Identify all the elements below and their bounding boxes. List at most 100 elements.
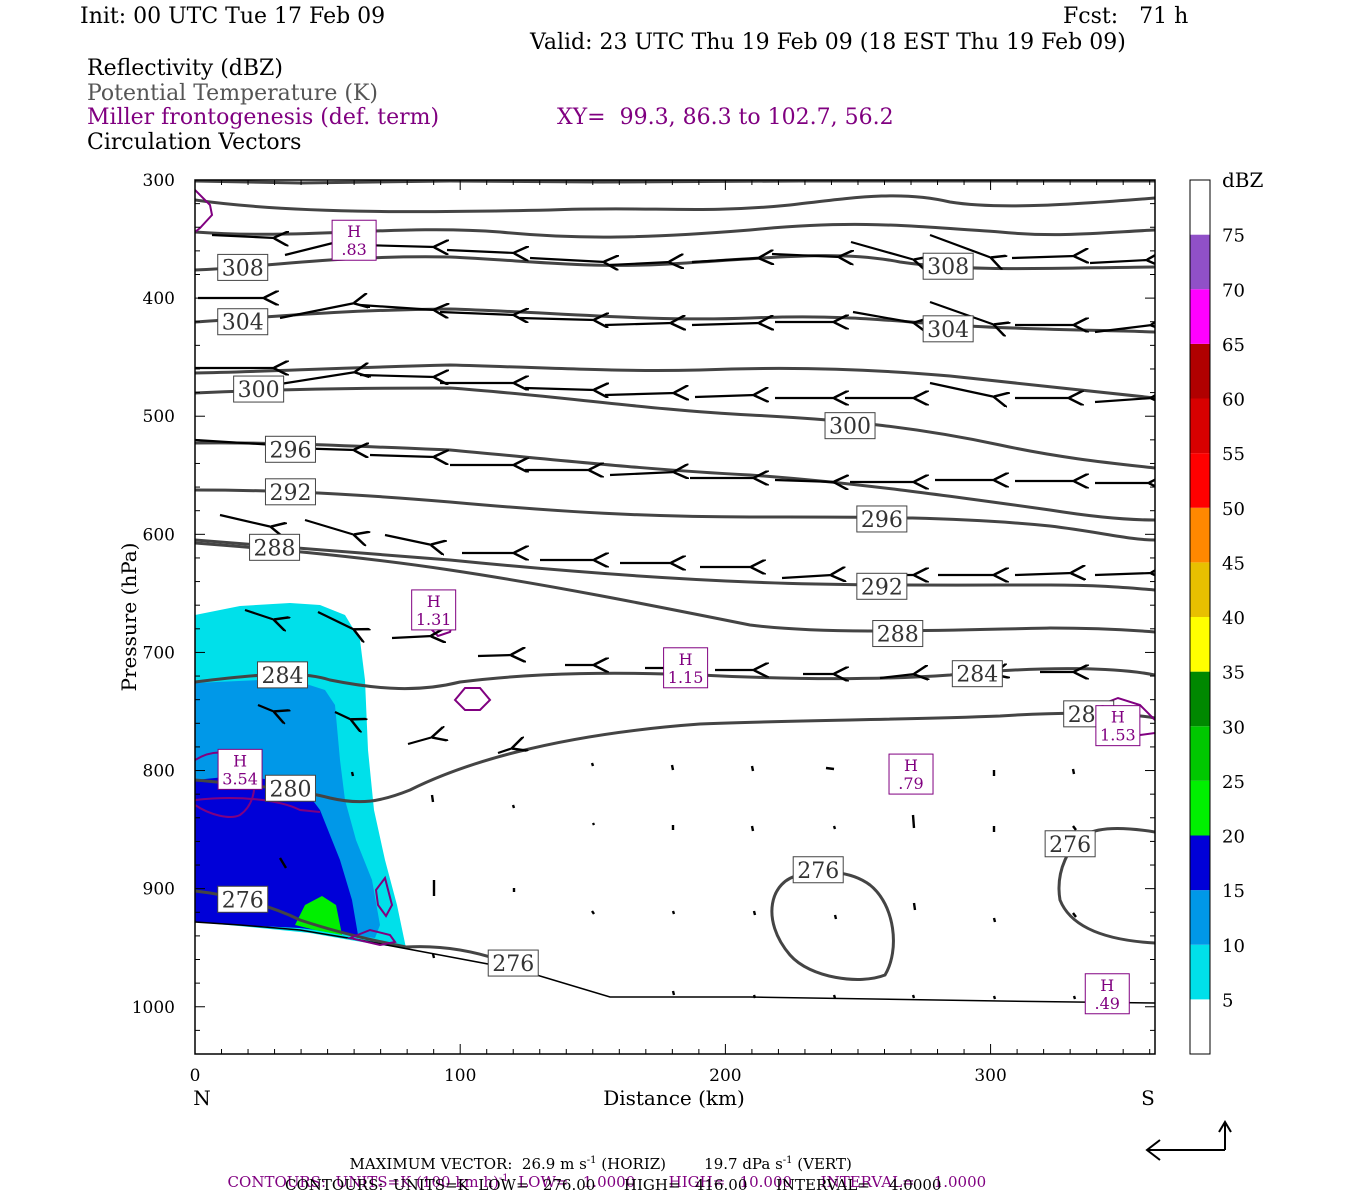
svg-text:288: 288 <box>254 536 296 561</box>
footer-sup-2: -1 <box>782 1155 793 1166</box>
svg-text:.49: .49 <box>1095 994 1120 1013</box>
colorbar-swatch <box>1190 780 1210 836</box>
colorbar-label: 35 <box>1222 663 1245 684</box>
y-tick-label: 800 <box>143 762 175 782</box>
svg-text:276: 276 <box>1049 833 1091 858</box>
theta-label: 292 <box>856 572 908 600</box>
small-vectors <box>278 760 1077 1000</box>
footer-sup-1: -1 <box>586 1155 597 1166</box>
footer-fronto-a: CONTOURS: UNITS=K (100 km h) <box>227 1173 499 1191</box>
y-tick-labels: 300 400 500 600 700 800 900 1000 <box>132 171 175 1018</box>
colorbar-label: 10 <box>1222 936 1245 957</box>
svg-text:300: 300 <box>829 415 871 440</box>
colorbar-swatch <box>1190 507 1210 563</box>
cross-section-xy: XY= 99.3, 86.3 to 102.7, 56.2 <box>557 105 894 130</box>
colorbar-label: 65 <box>1222 335 1245 356</box>
svg-text:H: H <box>904 756 918 775</box>
footer-theta-contours: CONTOURS: UNITS=K LOW= 276.00 HIGH= 416.… <box>285 1176 942 1194</box>
north-label: N <box>193 1086 211 1110</box>
frontogenesis-high: H.49 <box>1084 973 1130 1015</box>
svg-text:276: 276 <box>222 888 264 913</box>
theta-label: 276 <box>487 949 539 977</box>
colorbar-label: 50 <box>1222 499 1245 520</box>
valid-time: Valid: 23 UTC Thu 19 Feb 09 (18 EST Thu … <box>530 30 1126 55</box>
colorbar-swatch <box>1190 180 1210 235</box>
theta-label: 300 <box>824 412 876 440</box>
frontogenesis-high: H.79 <box>888 753 934 795</box>
theta-label: 292 <box>264 478 316 506</box>
svg-text:H: H <box>427 592 441 611</box>
x-axis-label: Distance (km) <box>603 1086 745 1110</box>
svg-text:288: 288 <box>877 623 919 648</box>
colorbar-label: 75 <box>1222 226 1245 247</box>
y-tick-label: 600 <box>143 525 175 545</box>
svg-text:292: 292 <box>269 481 311 506</box>
colorbar-swatch <box>1190 890 1210 945</box>
theta-label: 284 <box>951 660 1003 688</box>
svg-text:.79: .79 <box>898 774 923 793</box>
footer-sup-3: -1 <box>498 1173 509 1184</box>
colorbar-label: 5 <box>1222 990 1233 1011</box>
colorbar-label: 70 <box>1222 280 1245 301</box>
colorbar-swatch <box>1190 999 1210 1054</box>
svg-text:308: 308 <box>222 256 264 281</box>
theta-label: 280 <box>264 774 316 802</box>
refl-20dbz <box>295 896 342 935</box>
colorbar-label: 55 <box>1222 444 1245 465</box>
svg-text:H: H <box>1111 708 1125 727</box>
y-tick-label: 300 <box>143 171 175 191</box>
colorbar-swatch <box>1190 289 1210 344</box>
colorbar-label: 45 <box>1222 553 1245 574</box>
colorbar-swatch <box>1190 398 1210 454</box>
theta-label: 304 <box>217 308 269 336</box>
theta-label: 308 <box>922 252 974 280</box>
theta-label: 288 <box>872 620 924 648</box>
colorbar-swatch <box>1190 562 1210 617</box>
svg-text:1.15: 1.15 <box>668 668 704 687</box>
footer-max-vector-a: MAXIMUM VECTOR: 26.9 m s <box>349 1155 587 1173</box>
svg-text:H: H <box>347 222 361 241</box>
colorbar <box>1189 179 1211 1055</box>
footer-max-vector-b: (HORIZ) 19.7 dPa s <box>596 1155 783 1173</box>
colorbar-title: dBZ <box>1222 168 1264 192</box>
y-tick-label: 500 <box>143 407 175 427</box>
x-tick-labels: 0 100 200 300 <box>190 1066 1007 1086</box>
y-tick-label: 900 <box>143 880 175 900</box>
svg-text:300: 300 <box>238 378 280 403</box>
svg-text:296: 296 <box>861 508 903 533</box>
theta-label: 300 <box>233 375 285 403</box>
colorbar-label: 60 <box>1222 390 1245 411</box>
theta-label: 296 <box>856 505 908 533</box>
y-axis-label: Pressure (hPa) <box>117 543 141 692</box>
footer-fronto-b: LOW= 1.0000 HIGH= 10.000 INTERVAL= 1.000… <box>508 1173 987 1191</box>
frontogenesis-high: H1.53 <box>1095 705 1141 747</box>
colorbar-swatch <box>1190 671 1210 727</box>
svg-text:292: 292 <box>861 575 903 600</box>
colorbar-swatch <box>1190 343 1210 399</box>
south-label: S <box>1141 1086 1155 1110</box>
theta-label: 288 <box>249 533 301 561</box>
svg-text:1.53: 1.53 <box>1100 726 1136 745</box>
plot-frame <box>194 179 1156 1055</box>
colorbar-label: 15 <box>1222 881 1245 902</box>
field-frontogenesis: Miller frontogenesis (def. term) <box>87 105 440 130</box>
theta-label: 276 <box>1044 830 1096 858</box>
axis-ticks <box>194 179 1155 1055</box>
svg-text:3.54: 3.54 <box>222 769 258 788</box>
colorbar-label: 30 <box>1222 717 1245 738</box>
theta-label: 308 <box>217 253 269 281</box>
colorbar-swatch <box>1190 835 1210 891</box>
footer-max-vector-c: (VERT) <box>792 1155 852 1173</box>
svg-text:276: 276 <box>492 952 534 977</box>
y-tick-label: 1000 <box>132 998 175 1018</box>
colorbar-label: 20 <box>1222 827 1245 848</box>
svg-text:284: 284 <box>956 663 998 688</box>
frontogenesis-high: H1.31 <box>411 589 457 631</box>
y-tick-label: 700 <box>143 643 175 663</box>
field-reflectivity: Reflectivity (dBZ) <box>87 56 283 81</box>
field-theta: Potential Temperature (K) <box>87 81 378 106</box>
colorbar-swatch <box>1190 453 1210 508</box>
theta-label: 304 <box>922 315 974 343</box>
reference-vector <box>1145 1120 1232 1161</box>
